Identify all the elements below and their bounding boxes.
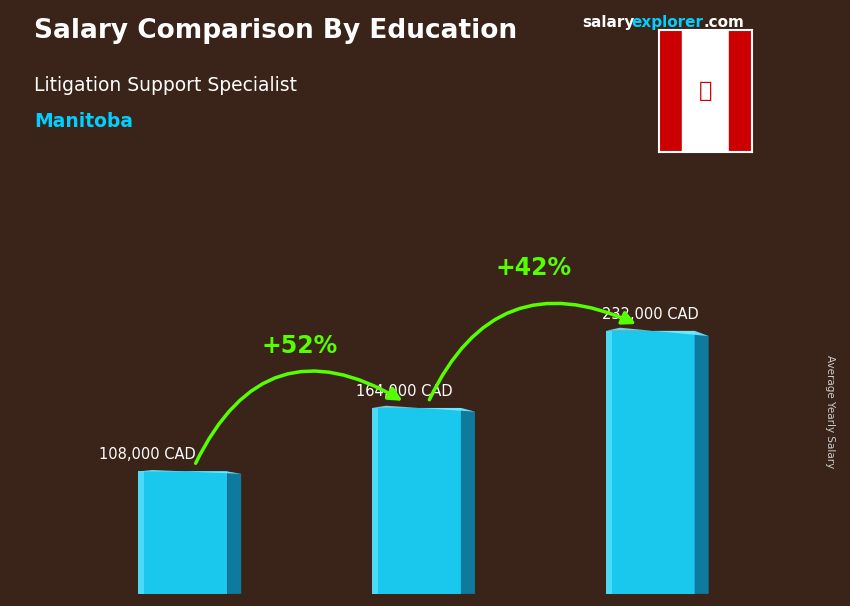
Bar xyxy=(372,408,461,594)
Text: 232,000 CAD: 232,000 CAD xyxy=(602,307,699,322)
Text: Manitoba: Manitoba xyxy=(34,112,133,131)
Polygon shape xyxy=(139,471,145,594)
Text: 🍁: 🍁 xyxy=(699,81,712,101)
Text: +42%: +42% xyxy=(496,256,571,281)
Polygon shape xyxy=(227,471,241,594)
Text: Litigation Support Specialist: Litigation Support Specialist xyxy=(34,76,297,95)
Text: +52%: +52% xyxy=(262,333,337,358)
Bar xyxy=(659,30,682,152)
Text: salary: salary xyxy=(582,15,635,30)
Polygon shape xyxy=(372,405,475,411)
Bar xyxy=(728,30,752,152)
Text: Salary Comparison By Education: Salary Comparison By Education xyxy=(34,18,517,44)
Bar xyxy=(682,30,728,152)
Bar xyxy=(606,331,694,594)
Polygon shape xyxy=(372,408,378,594)
Polygon shape xyxy=(694,331,709,594)
Text: 164,000 CAD: 164,000 CAD xyxy=(356,384,453,399)
Text: 108,000 CAD: 108,000 CAD xyxy=(99,447,196,462)
Text: .com: .com xyxy=(704,15,745,30)
Polygon shape xyxy=(461,408,475,594)
Polygon shape xyxy=(139,470,241,474)
Polygon shape xyxy=(606,328,709,336)
Bar xyxy=(139,471,227,594)
Text: explorer: explorer xyxy=(632,15,704,30)
Text: Average Yearly Salary: Average Yearly Salary xyxy=(824,356,835,468)
Polygon shape xyxy=(606,331,612,594)
